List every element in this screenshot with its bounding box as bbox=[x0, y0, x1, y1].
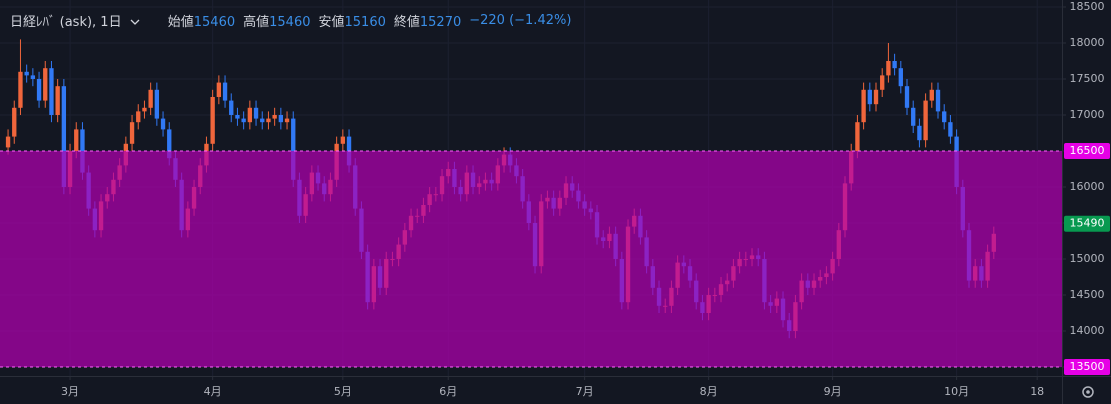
symbol-title[interactable]: 日経ﾚﾊﾞ (ask), 1日 bbox=[10, 11, 140, 30]
zone-label: 13500 bbox=[1070, 360, 1105, 373]
candle-body bbox=[235, 114, 240, 119]
candle-body bbox=[260, 118, 265, 123]
candle-body bbox=[880, 75, 885, 90]
y-tick-label: 17000 bbox=[1070, 108, 1105, 121]
current-price-box bbox=[1064, 215, 1110, 232]
ohlc-values: 始値15460 高値15460 安値15160 終値15270 bbox=[168, 11, 470, 30]
candle-body bbox=[892, 60, 897, 69]
candle-body bbox=[142, 107, 147, 112]
candle-body bbox=[942, 111, 947, 123]
x-tick-label: 4月 bbox=[204, 385, 222, 398]
legend-label: 始値 bbox=[167, 15, 194, 30]
x-tick-label: 3月 bbox=[61, 385, 79, 398]
candle-body bbox=[904, 86, 910, 108]
x-tick-label: 5月 bbox=[334, 385, 352, 398]
candle-body bbox=[278, 114, 284, 123]
legend-item: 安値15160 bbox=[318, 15, 385, 30]
legend-label: 高値 bbox=[243, 15, 270, 30]
candle-body bbox=[55, 86, 60, 115]
y-tick-label: 18000 bbox=[1070, 36, 1105, 49]
legend-value: 15460 bbox=[193, 15, 236, 30]
candle-body bbox=[247, 107, 253, 123]
y-tick-label: 15000 bbox=[1070, 252, 1105, 265]
legend-value: 15270 bbox=[419, 15, 462, 30]
candle-body bbox=[886, 60, 891, 76]
y-tick-label: 17500 bbox=[1070, 72, 1105, 85]
candle-body bbox=[266, 118, 271, 123]
candle-body bbox=[867, 89, 872, 105]
candle-body bbox=[30, 75, 36, 79]
candle-body bbox=[855, 122, 860, 151]
candle-body bbox=[24, 71, 29, 76]
candle-body bbox=[210, 96, 215, 144]
candle-body bbox=[291, 118, 296, 180]
y-tick-label: 14500 bbox=[1070, 288, 1105, 301]
y-tick-label: 16000 bbox=[1070, 180, 1105, 193]
y-tick-label: 14000 bbox=[1070, 324, 1105, 337]
candle-body bbox=[898, 68, 903, 87]
zone-layer bbox=[0, 150, 1062, 368]
candle-body bbox=[167, 129, 172, 159]
price-zone bbox=[0, 150, 1062, 367]
candle-body bbox=[229, 100, 234, 115]
candle-body bbox=[43, 68, 48, 101]
x-tick-label: 10月 bbox=[944, 385, 969, 398]
x-tick-label: 9月 bbox=[824, 385, 842, 398]
legend-label: 安値 bbox=[318, 15, 345, 30]
gear-center bbox=[1086, 390, 1090, 394]
candle-body bbox=[241, 118, 246, 123]
candle-body bbox=[154, 89, 160, 119]
candle-body bbox=[74, 129, 79, 151]
dropdown-arrow bbox=[130, 19, 140, 25]
candle-body bbox=[216, 82, 222, 97]
candle-body bbox=[873, 89, 879, 105]
y-tick-label: 18500 bbox=[1070, 0, 1105, 13]
x-tick-label: 6月 bbox=[439, 385, 457, 398]
candle-body bbox=[136, 111, 141, 123]
settings-icon[interactable] bbox=[1082, 386, 1094, 398]
gear-ring bbox=[1082, 386, 1094, 398]
legend-label: 終値 bbox=[393, 15, 420, 30]
legend-item: 始値15460 bbox=[168, 15, 235, 30]
candle-body bbox=[935, 89, 941, 112]
candle-body bbox=[222, 82, 228, 101]
legend: 日経ﾚﾊﾞ (ask), 1日 始値15460 高値15460 安値15160 終値1… bbox=[10, 11, 571, 30]
candle-body bbox=[917, 125, 922, 141]
legend-value: 15460 bbox=[269, 15, 311, 30]
candle-body bbox=[61, 86, 67, 187]
zone-label: 16500 bbox=[1070, 144, 1105, 157]
candle-body bbox=[5, 136, 11, 148]
x-tick-label: 8月 bbox=[700, 385, 718, 398]
candle-body bbox=[18, 71, 23, 108]
candle-body bbox=[253, 107, 259, 119]
current-price-label: 15490 bbox=[1070, 217, 1105, 230]
candle-body bbox=[49, 68, 54, 115]
legend-item: 高値15460 bbox=[243, 15, 310, 30]
candle-body bbox=[272, 114, 277, 119]
x-tick-label: 18 bbox=[1030, 385, 1044, 398]
candle-body bbox=[911, 107, 916, 126]
legend-value: 15160 bbox=[344, 15, 386, 30]
zone-label-box bbox=[1064, 358, 1110, 375]
candle-body bbox=[861, 89, 866, 123]
title: 日経ﾚﾊﾞ (ask), 1日 bbox=[10, 15, 122, 30]
candle-body bbox=[284, 118, 290, 123]
candle-body bbox=[340, 136, 346, 144]
candle-body bbox=[923, 100, 928, 141]
zone-label-box bbox=[1064, 142, 1110, 159]
x-tick-label: 7月 bbox=[576, 385, 594, 398]
axes: 1350014000145001500015500160001650017000… bbox=[61, 0, 1110, 398]
candle-body bbox=[12, 107, 17, 137]
candle-body bbox=[148, 89, 153, 108]
candle-body bbox=[129, 122, 135, 144]
candle-body bbox=[929, 89, 934, 101]
candle-body bbox=[36, 78, 42, 101]
legend-item: 終値15270 bbox=[394, 15, 461, 30]
change: −220 (−1.42%) bbox=[469, 13, 572, 28]
candle-body bbox=[160, 118, 166, 130]
candle-body bbox=[948, 122, 953, 137]
